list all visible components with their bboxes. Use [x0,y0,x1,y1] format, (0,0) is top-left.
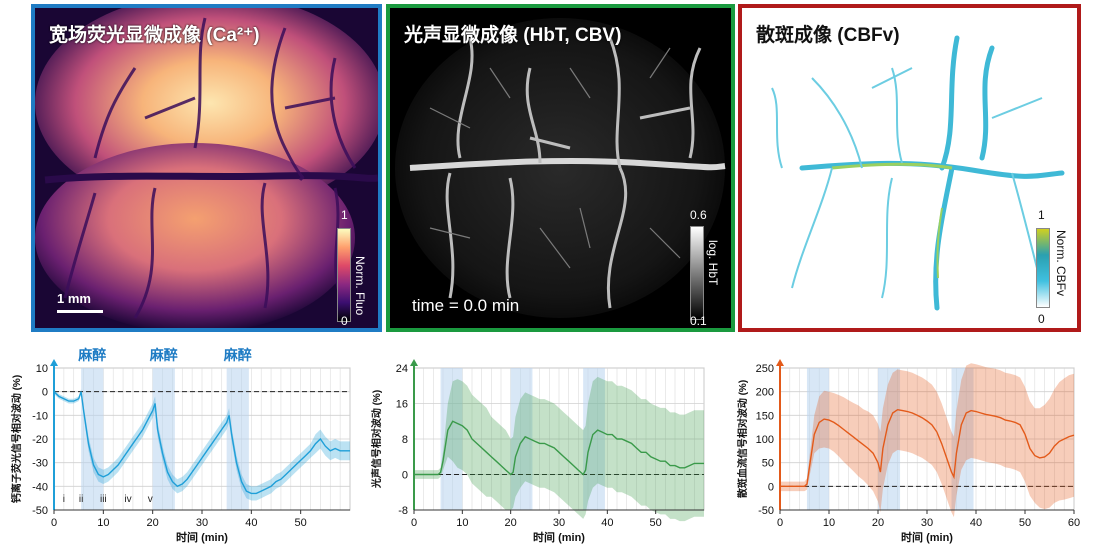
x-tick-label: 40 [245,517,257,529]
colorbar-max-label: 1 [1038,208,1045,222]
y-tick-label: -50 [758,505,774,517]
calcium-signal-chart: 麻醉 麻醉 麻醉 i ii iii iv v 0 10 20 30 40 50 10 0 -10 -20 -30 -4… [0,338,366,549]
anesthesia-band [226,368,249,510]
x-tick-label: 10 [823,517,835,529]
y-tick-label: 100 [756,434,774,446]
y-tick-label: 24 [396,363,408,375]
photoacoustic-image [390,8,731,328]
y-axis-label: 光声信号相对波动 (%) [370,390,383,489]
calcium-image [35,8,378,328]
calcium-colorbar [337,228,351,322]
y-tick-label: -30 [32,458,48,470]
series-line [780,408,1075,487]
y-tick-label: 250 [756,363,774,375]
anesthesia-band [806,368,829,510]
x-tick-label: 10 [456,517,468,529]
colorbar-max-label: 0.6 [690,208,707,222]
y-tick-label: -40 [32,481,48,493]
anesthesia-band [951,368,974,510]
y-tick-label: -50 [32,505,48,517]
colorbar-min-label: 0.1 [690,314,707,328]
y-tick-label: 200 [756,387,774,399]
colorbar-title: log. HbT [706,240,720,286]
y-tick-label: 150 [756,410,774,422]
speckle-signal-chart: 0 10 20 30 40 50 60 250 200 150 100 50 0 -50 时间 (min) 散… [724,338,1104,549]
scale-bar-label: 1 mm [57,291,91,306]
x-tick-label: 20 [505,517,517,529]
anesthesia-label: 麻醉 [223,347,252,363]
speckle-image [742,8,1077,328]
colorbar-min-label: 0 [1038,312,1045,326]
error-band [414,376,704,522]
colorbar-title: Norm. CBFv [1054,230,1068,296]
stage-label: v [148,494,153,505]
anesthesia-label: 麻醉 [77,347,106,363]
y-tick-label: -20 [32,434,48,446]
y-tick-label: 50 [762,458,774,470]
y-tick-label: 0 [402,470,408,482]
y-tick-label: 8 [402,434,408,446]
y-tick-label: -8 [398,505,408,517]
x-tick-label: 40 [601,517,613,529]
x-tick-label: 60 [1068,517,1080,529]
stage-label: iii [100,494,107,505]
x-tick-label: 0 [51,517,57,529]
x-tick-label: 30 [921,517,933,529]
y-axis-arrow [50,359,58,366]
y-axis-arrow [410,359,418,366]
y-tick-label: 0 [768,481,774,493]
photoacoustic-panel-title: 光声显微成像 (HbT, CBV) [404,25,622,46]
y-tick-label: -10 [32,410,48,422]
anesthesia-label: 麻醉 [149,347,178,363]
x-tick-label: 20 [872,517,884,529]
anesthesia-band [81,368,104,510]
scale-bar [57,310,103,313]
x-tick-label: 0 [411,517,417,529]
anesthesia-band [152,368,175,510]
colorbar-title: Norm. Fluo [353,256,367,316]
x-tick-label: 40 [970,517,982,529]
speckle-panel: 散斑成像 (CBFv) 1 0 Norm. CBFv [738,4,1081,332]
stage-label: i [63,494,65,505]
series-line [53,391,350,495]
time-label: time = 0.0 min [412,296,520,315]
x-axis-label: 时间 (min) [176,530,228,544]
colorbar-max-label: 1 [341,208,348,222]
y-tick-label: 10 [36,363,48,375]
error-band [780,363,1074,518]
x-axis-label: 时间 (min) [901,530,953,544]
anesthesia-band [878,368,901,510]
x-tick-label: 0 [777,517,783,529]
series-line [414,420,704,476]
y-tick-label: 16 [396,399,408,411]
photoacoustic-colorbar [690,226,704,320]
speckle-colorbar [1036,228,1050,308]
photoacoustic-panel: 光声显微成像 (HbT, CBV) time = 0.0 min 0.6 0.1… [386,4,735,332]
y-axis-arrow [776,359,784,366]
photoacoustic-signal-chart: 0 10 20 30 40 50 24 16 8 0 -8 时间 (min) 光声信号相对波动 (%) [370,338,716,549]
x-tick-label: 50 [295,517,307,529]
chart-svg: 麻醉 麻醉 麻醉i ii iii iv v0 10 20 30 40 50100-10-20-30-4… [10,347,351,544]
stage-label: iv [124,494,131,505]
x-axis-label: 时间 (min) [533,530,585,544]
x-tick-label: 10 [97,517,109,529]
y-axis-label: 散斑血流信号相对波动 (%) [736,380,749,498]
stage-label: ii [79,494,83,505]
x-tick-label: 50 [650,517,662,529]
calcium-imaging-panel: 宽场荧光显微成像 (Ca²⁺) 1 mm 1 0 Norm. Fluo [31,4,382,332]
colorbar-min-label: 0 [341,314,348,328]
x-tick-label: 20 [147,517,159,529]
speckle-panel-title: 散斑成像 (CBFv) [756,25,900,46]
x-tick-label: 30 [196,517,208,529]
calcium-panel-title: 宽场荧光显微成像 (Ca²⁺) [49,25,260,46]
x-tick-label: 50 [1019,517,1031,529]
y-axis-label: 钙离子荧光信号相对波动 (%) [10,375,23,503]
y-tick-label: 0 [42,387,48,399]
x-tick-label: 30 [553,517,565,529]
